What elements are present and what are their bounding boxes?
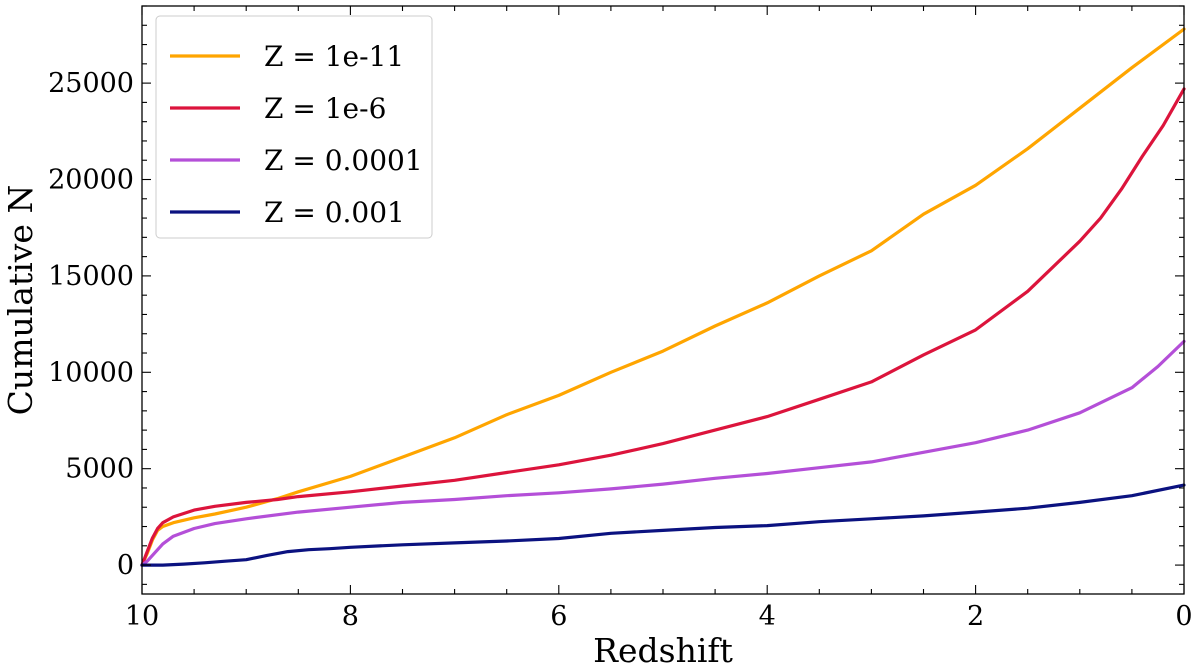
plot-frame bbox=[141, 5, 1185, 595]
x-tick-label: 0 bbox=[1175, 601, 1192, 632]
y-tick-label: 5000 bbox=[65, 454, 134, 485]
legend-box bbox=[155, 15, 433, 239]
legend-label-2: Z = 0.0001 bbox=[264, 144, 423, 177]
legend: Z = 1e-11 Z = 1e-6 Z = 0.0001 Z = 0.001 bbox=[155, 15, 433, 239]
y-tick-label: 0 bbox=[117, 550, 134, 581]
y-tick-label: 20000 bbox=[48, 165, 134, 196]
y-tick-label: 10000 bbox=[48, 357, 134, 388]
series-line-2 bbox=[140, 339, 1186, 567]
series-line-0 bbox=[140, 27, 1186, 567]
x-tick-label: 2 bbox=[967, 601, 984, 632]
y-axis-label: Cumulative N bbox=[1, 185, 40, 416]
x-tick-label: 10 bbox=[125, 601, 159, 632]
legend-label-0: Z = 1e-11 bbox=[264, 40, 404, 73]
series-layer bbox=[140, 27, 1186, 567]
y-tick-label: 15000 bbox=[48, 261, 134, 292]
x-tick-label: 8 bbox=[342, 601, 359, 632]
x-axis-label: Redshift bbox=[593, 631, 733, 667]
x-tick-label: 4 bbox=[759, 601, 776, 632]
series-line-3 bbox=[140, 483, 1186, 567]
series-line-1 bbox=[140, 87, 1186, 567]
y-tick-label: 25000 bbox=[48, 68, 134, 99]
x-tick-label: 6 bbox=[550, 601, 567, 632]
legend-label-1: Z = 1e-6 bbox=[264, 92, 386, 125]
legend-label-3: Z = 0.001 bbox=[264, 196, 405, 229]
